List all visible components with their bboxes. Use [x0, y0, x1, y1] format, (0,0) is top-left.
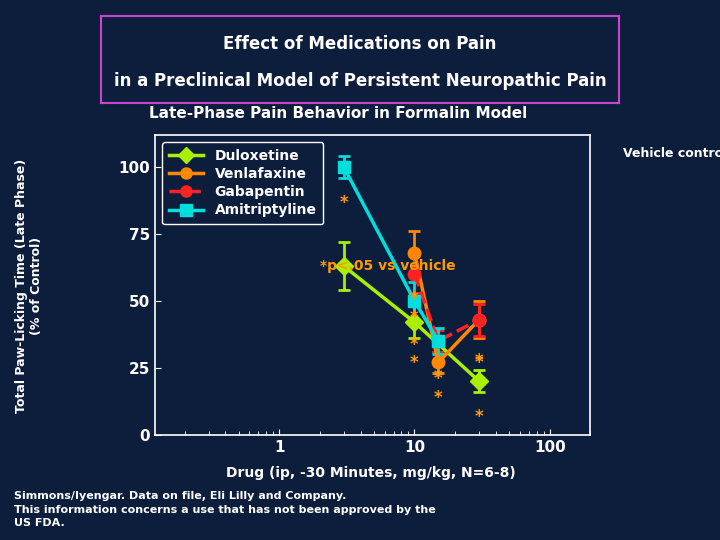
Text: Total Paw-Licking Time (Late Phase)
(% of Control): Total Paw-Licking Time (Late Phase) (% o… — [15, 159, 42, 413]
Text: *: * — [340, 194, 348, 212]
Text: Late-Phase Pain Behavior in Formalin Model: Late-Phase Pain Behavior in Formalin Mod… — [149, 106, 528, 122]
Text: in a Preclinical Model of Persistent Neuropathic Pain: in a Preclinical Model of Persistent Neu… — [114, 72, 606, 90]
Text: Effect of Medications on Pain: Effect of Medications on Pain — [223, 35, 497, 53]
Text: *: * — [410, 290, 419, 308]
Text: *: * — [474, 408, 483, 426]
Text: *p<.05 vs vehicle: *p<.05 vs vehicle — [320, 259, 456, 273]
Legend: Duloxetine, Venlafaxine, Gabapentin, Amitriptyline: Duloxetine, Venlafaxine, Gabapentin, Ami… — [162, 142, 323, 224]
Text: *: * — [474, 352, 483, 370]
Text: *: * — [434, 389, 443, 407]
Text: *: * — [410, 336, 419, 354]
Text: Vehicle control: Vehicle control — [623, 147, 720, 160]
Text: *: * — [410, 309, 419, 327]
Text: *: * — [410, 354, 419, 373]
Text: Drug (ip, -30 Minutes, mg/kg, N=6-8): Drug (ip, -30 Minutes, mg/kg, N=6-8) — [226, 465, 516, 480]
Text: *: * — [434, 368, 443, 386]
Text: Simmons/Iyengar. Data on file, Eli Lilly and Company.
This information concerns : Simmons/Iyengar. Data on file, Eli Lilly… — [14, 491, 436, 528]
Text: *: * — [474, 354, 483, 373]
Text: *: * — [434, 370, 443, 388]
